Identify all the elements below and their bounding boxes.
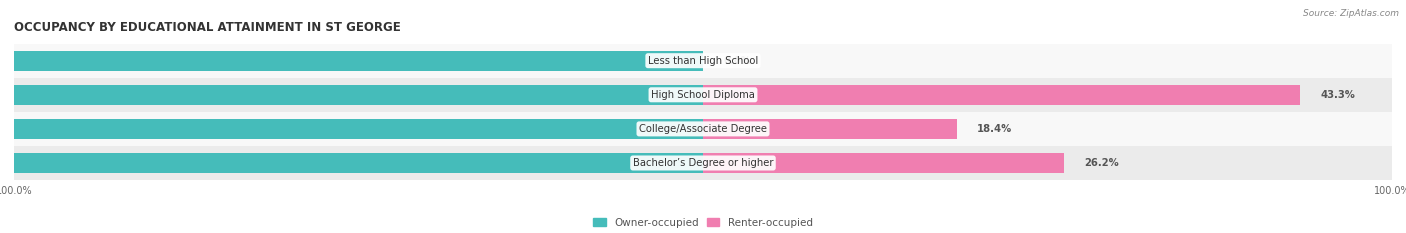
Text: Less than High School: Less than High School bbox=[648, 56, 758, 66]
Bar bbox=[0, 51, 703, 71]
Bar bbox=[14, 78, 1392, 112]
Text: 0.0%: 0.0% bbox=[724, 56, 751, 66]
Text: Source: ZipAtlas.com: Source: ZipAtlas.com bbox=[1303, 9, 1399, 18]
Bar bbox=[14, 146, 1392, 180]
Bar bbox=[14, 44, 1392, 78]
Text: 26.2%: 26.2% bbox=[1084, 158, 1119, 168]
Text: OCCUPANCY BY EDUCATIONAL ATTAINMENT IN ST GEORGE: OCCUPANCY BY EDUCATIONAL ATTAINMENT IN S… bbox=[14, 21, 401, 34]
Text: High School Diploma: High School Diploma bbox=[651, 90, 755, 100]
Bar bbox=[0, 119, 703, 139]
Bar bbox=[0, 153, 703, 173]
Text: 43.3%: 43.3% bbox=[1320, 90, 1355, 100]
Text: 18.4%: 18.4% bbox=[977, 124, 1012, 134]
Bar bbox=[703, 153, 1064, 173]
Bar bbox=[703, 119, 956, 139]
Bar bbox=[0, 85, 703, 105]
Legend: Owner-occupied, Renter-occupied: Owner-occupied, Renter-occupied bbox=[591, 216, 815, 230]
Text: College/Associate Degree: College/Associate Degree bbox=[638, 124, 768, 134]
Bar bbox=[14, 112, 1392, 146]
Text: Bachelor’s Degree or higher: Bachelor’s Degree or higher bbox=[633, 158, 773, 168]
Bar bbox=[703, 85, 1299, 105]
